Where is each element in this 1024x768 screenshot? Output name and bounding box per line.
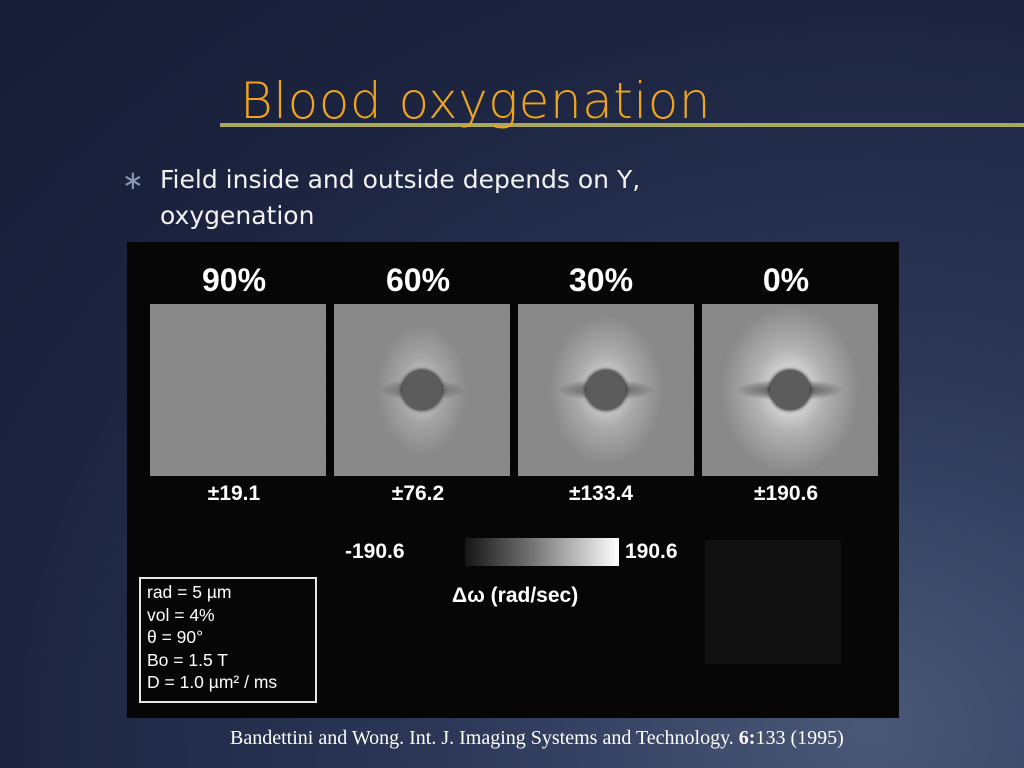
simulation-parameters-box: rad = 5 µm vol = 4% θ = 90° Bo = 1.5 T D… [139,577,317,703]
parameter-line: Bo = 1.5 T [147,649,228,670]
slide-title: Blood oxygenation [240,72,712,130]
parameter-line: vol = 4% [147,604,215,625]
colorbar-unit-label: Δω (rad/sec) [452,584,579,607]
bullet-text: Field inside and outside depends on Y, o… [160,165,641,230]
parameter-line: θ = 90° [147,627,204,647]
colorbar-min-label: -190.6 [345,540,405,563]
colorbar-max-label: 190.6 [625,540,678,563]
parameter-line: D = 1.0 µm² / ms [147,672,278,692]
field-map-panel-3 [518,304,694,476]
vessel-cross-section [586,370,626,410]
vessel-cross-section [770,370,810,410]
field-map-panel-4 [702,304,878,476]
oxygenation-label-1: 90% [201,262,267,298]
field-map-panel-2 [334,304,510,476]
range-label-2: ±76.2 [391,482,445,505]
citation-authors: Bandettini and Wong. Int. J. Imaging Sys… [230,727,739,749]
range-label-1: ±19.1 [207,482,261,505]
vessel-cross-section [402,370,442,410]
dark-region [705,540,841,664]
title-underline [220,123,1024,127]
citation: Bandettini and Wong. Int. J. Imaging Sys… [230,727,844,750]
range-label-3: ±133.4 [568,482,634,505]
field-map-panel-1 [150,304,326,476]
oxygenation-label-2: 60% [385,262,451,298]
oxygenation-label-3: 30% [568,262,634,298]
parameter-line: rad = 5 µm [147,582,232,602]
colorbar-gradient [465,538,619,566]
range-label-4: ±190.6 [753,482,819,505]
field-simulation-figure: 90% 60% 30% 0% ±19.1 ±76.2 ±133.4 ±190.6… [127,242,899,718]
citation-pages: 133 (1995) [755,727,844,749]
oxygenation-label-4: 0% [762,262,810,298]
bullet-asterisk-icon: ∗ [122,166,144,196]
citation-volume: 6: [738,727,756,749]
